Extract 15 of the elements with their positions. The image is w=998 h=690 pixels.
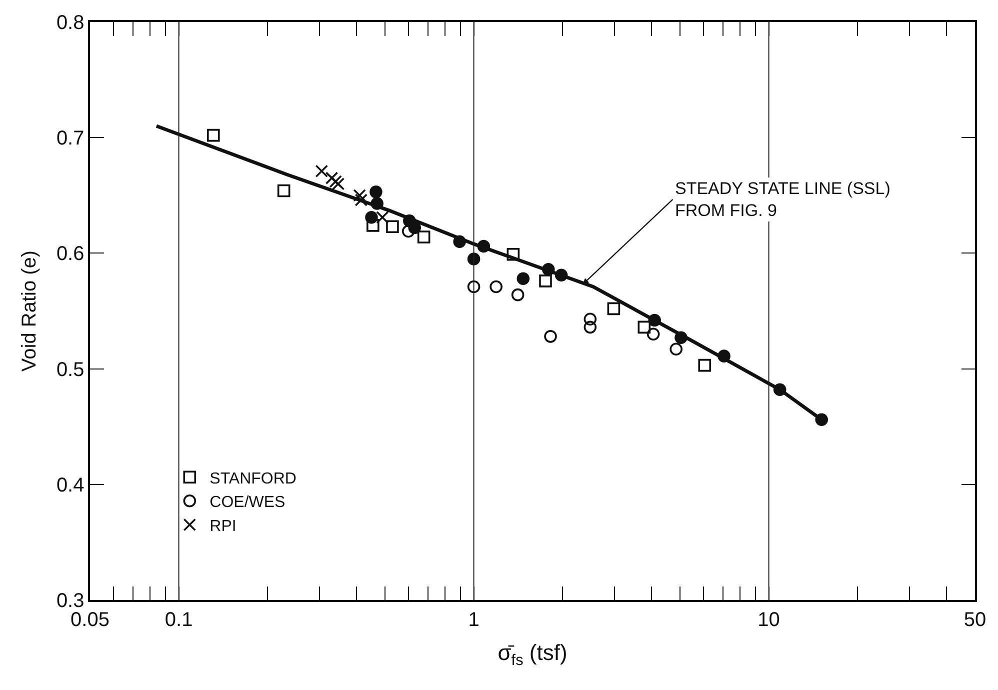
legend-label: RPI	[210, 518, 236, 535]
x-tick-label: 10	[758, 608, 780, 631]
y-tick-label: 0.7	[56, 128, 84, 150]
x-axis-title: σ̄$_{fs}$ (tsf)	[498, 640, 568, 669]
annotation: STEADY STATE LINE (SSL) FROM FIG. 9	[675, 179, 890, 220]
y-tick-label: 0.6	[56, 243, 84, 266]
x-tick-label: 50	[964, 608, 986, 631]
y-tick-label: 0.8	[56, 12, 84, 34]
y-tick-label: 0.5	[56, 358, 84, 381]
x-tick-label: 0.1	[164, 608, 193, 631]
legend-label: COE/WES	[210, 494, 286, 512]
y-tick-label: 0.4	[56, 474, 84, 496]
x-tick-label: 1	[468, 608, 480, 631]
legend-label: STANFORD	[210, 470, 296, 488]
y-axis-title: Void Ratio (e)	[18, 250, 40, 372]
